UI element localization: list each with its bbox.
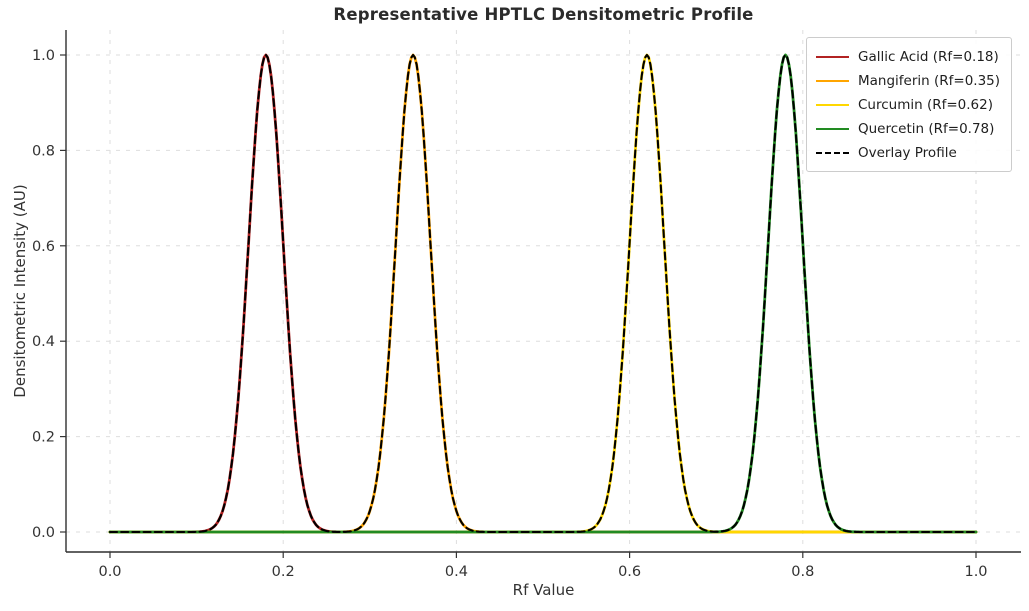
legend-entry: Gallic Acid (Rf=0.18) — [816, 45, 1002, 69]
y-tick-label: 1.0 — [32, 48, 55, 64]
series-line-overlay-profile — [108, 53, 978, 534]
y-tick-label: 0.0 — [32, 525, 55, 541]
x-tick-label: 1.0 — [964, 564, 987, 580]
legend-line-swatch — [816, 80, 849, 82]
legend-label: Quercetin (Rf=0.78) — [858, 121, 995, 137]
legend-label: Gallic Acid (Rf=0.18) — [858, 49, 999, 65]
legend: Gallic Acid (Rf=0.18) Mangiferin (Rf=0.35… — [806, 37, 1012, 172]
y-axis-label: Densitometric Intensity (AU) — [11, 184, 29, 398]
y-tick-label: 0.6 — [32, 239, 55, 255]
y-tick-label: 0.2 — [32, 430, 55, 446]
legend-line-swatch — [816, 128, 849, 130]
legend-entry: Mangiferin (Rf=0.35) — [816, 69, 1002, 93]
x-tick-label: 0.2 — [272, 564, 295, 580]
legend-label: Overlay Profile — [858, 145, 957, 161]
legend-entry: Curcumin (Rf=0.62) — [816, 93, 1002, 117]
y-tick-label: 0.8 — [32, 143, 55, 159]
legend-entry: Quercetin (Rf=0.78) — [816, 117, 1002, 141]
y-tick-label: 0.4 — [32, 334, 55, 350]
legend-line-swatch — [816, 56, 849, 58]
x-tick-label: 0.8 — [791, 564, 814, 580]
x-tick-label: 0.0 — [98, 564, 121, 580]
legend-label: Mangiferin (Rf=0.35) — [858, 73, 1001, 89]
legend-line-swatch — [816, 152, 849, 154]
x-tick-label: 0.4 — [445, 564, 468, 580]
x-tick-label: 0.6 — [618, 564, 641, 580]
legend-line-swatch — [816, 104, 849, 106]
chart-title: Representative HPTLC Densitometric Profi… — [333, 5, 754, 24]
legend-entry: Overlay Profile — [816, 141, 1002, 165]
x-axis-label: Rf Value — [512, 581, 575, 599]
legend-label: Curcumin (Rf=0.62) — [858, 97, 993, 113]
